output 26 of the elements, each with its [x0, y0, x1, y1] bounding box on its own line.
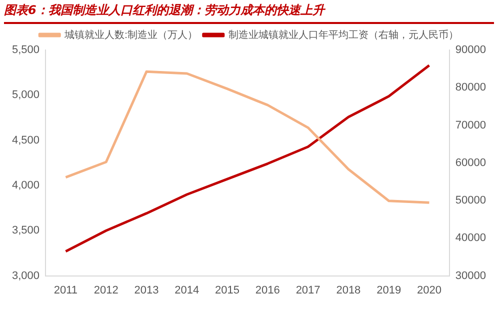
y2-tick-label: 40000 [455, 232, 486, 244]
x-tick-label: 2012 [94, 284, 118, 296]
legend-label: 制造业城镇就业人口年平均工资（右轴，元人民币） [228, 28, 458, 41]
y-tick-label: 5,500 [12, 44, 40, 56]
legend-label: 城镇就业人数:制造业（万人） [64, 28, 198, 41]
y2-tick-label: 50000 [455, 194, 486, 207]
y-tick-label: 4,000 [12, 180, 40, 192]
y-tick-label: 4,500 [12, 134, 40, 146]
y2-tick-label: 30000 [455, 270, 486, 282]
y-tick-label: 3,000 [12, 270, 40, 282]
x-tick-label: 2016 [255, 284, 280, 296]
y2-tick-label: 80000 [455, 82, 486, 94]
y2-tick-label: 70000 [455, 119, 486, 132]
y2-tick-label: 60000 [455, 156, 486, 169]
y2-tick-label: 90000 [455, 44, 486, 56]
x-tick-label: 2014 [174, 284, 200, 296]
x-tick-label: 2017 [296, 284, 320, 296]
chart-title: 图表6：我国制造业人口红利的退潮：劳动力成本的快速上升 [4, 2, 494, 24]
x-tick-label: 2020 [416, 284, 442, 296]
x-tick-label: 2013 [134, 284, 159, 296]
x-tick-label: 2011 [54, 284, 78, 296]
y-tick-label: 5,000 [12, 89, 40, 102]
x-tick-label: 2018 [336, 284, 361, 296]
x-tick-label: 2019 [376, 284, 402, 296]
x-tick-label: 2015 [215, 284, 240, 296]
y-tick-label: 3,500 [12, 224, 40, 237]
